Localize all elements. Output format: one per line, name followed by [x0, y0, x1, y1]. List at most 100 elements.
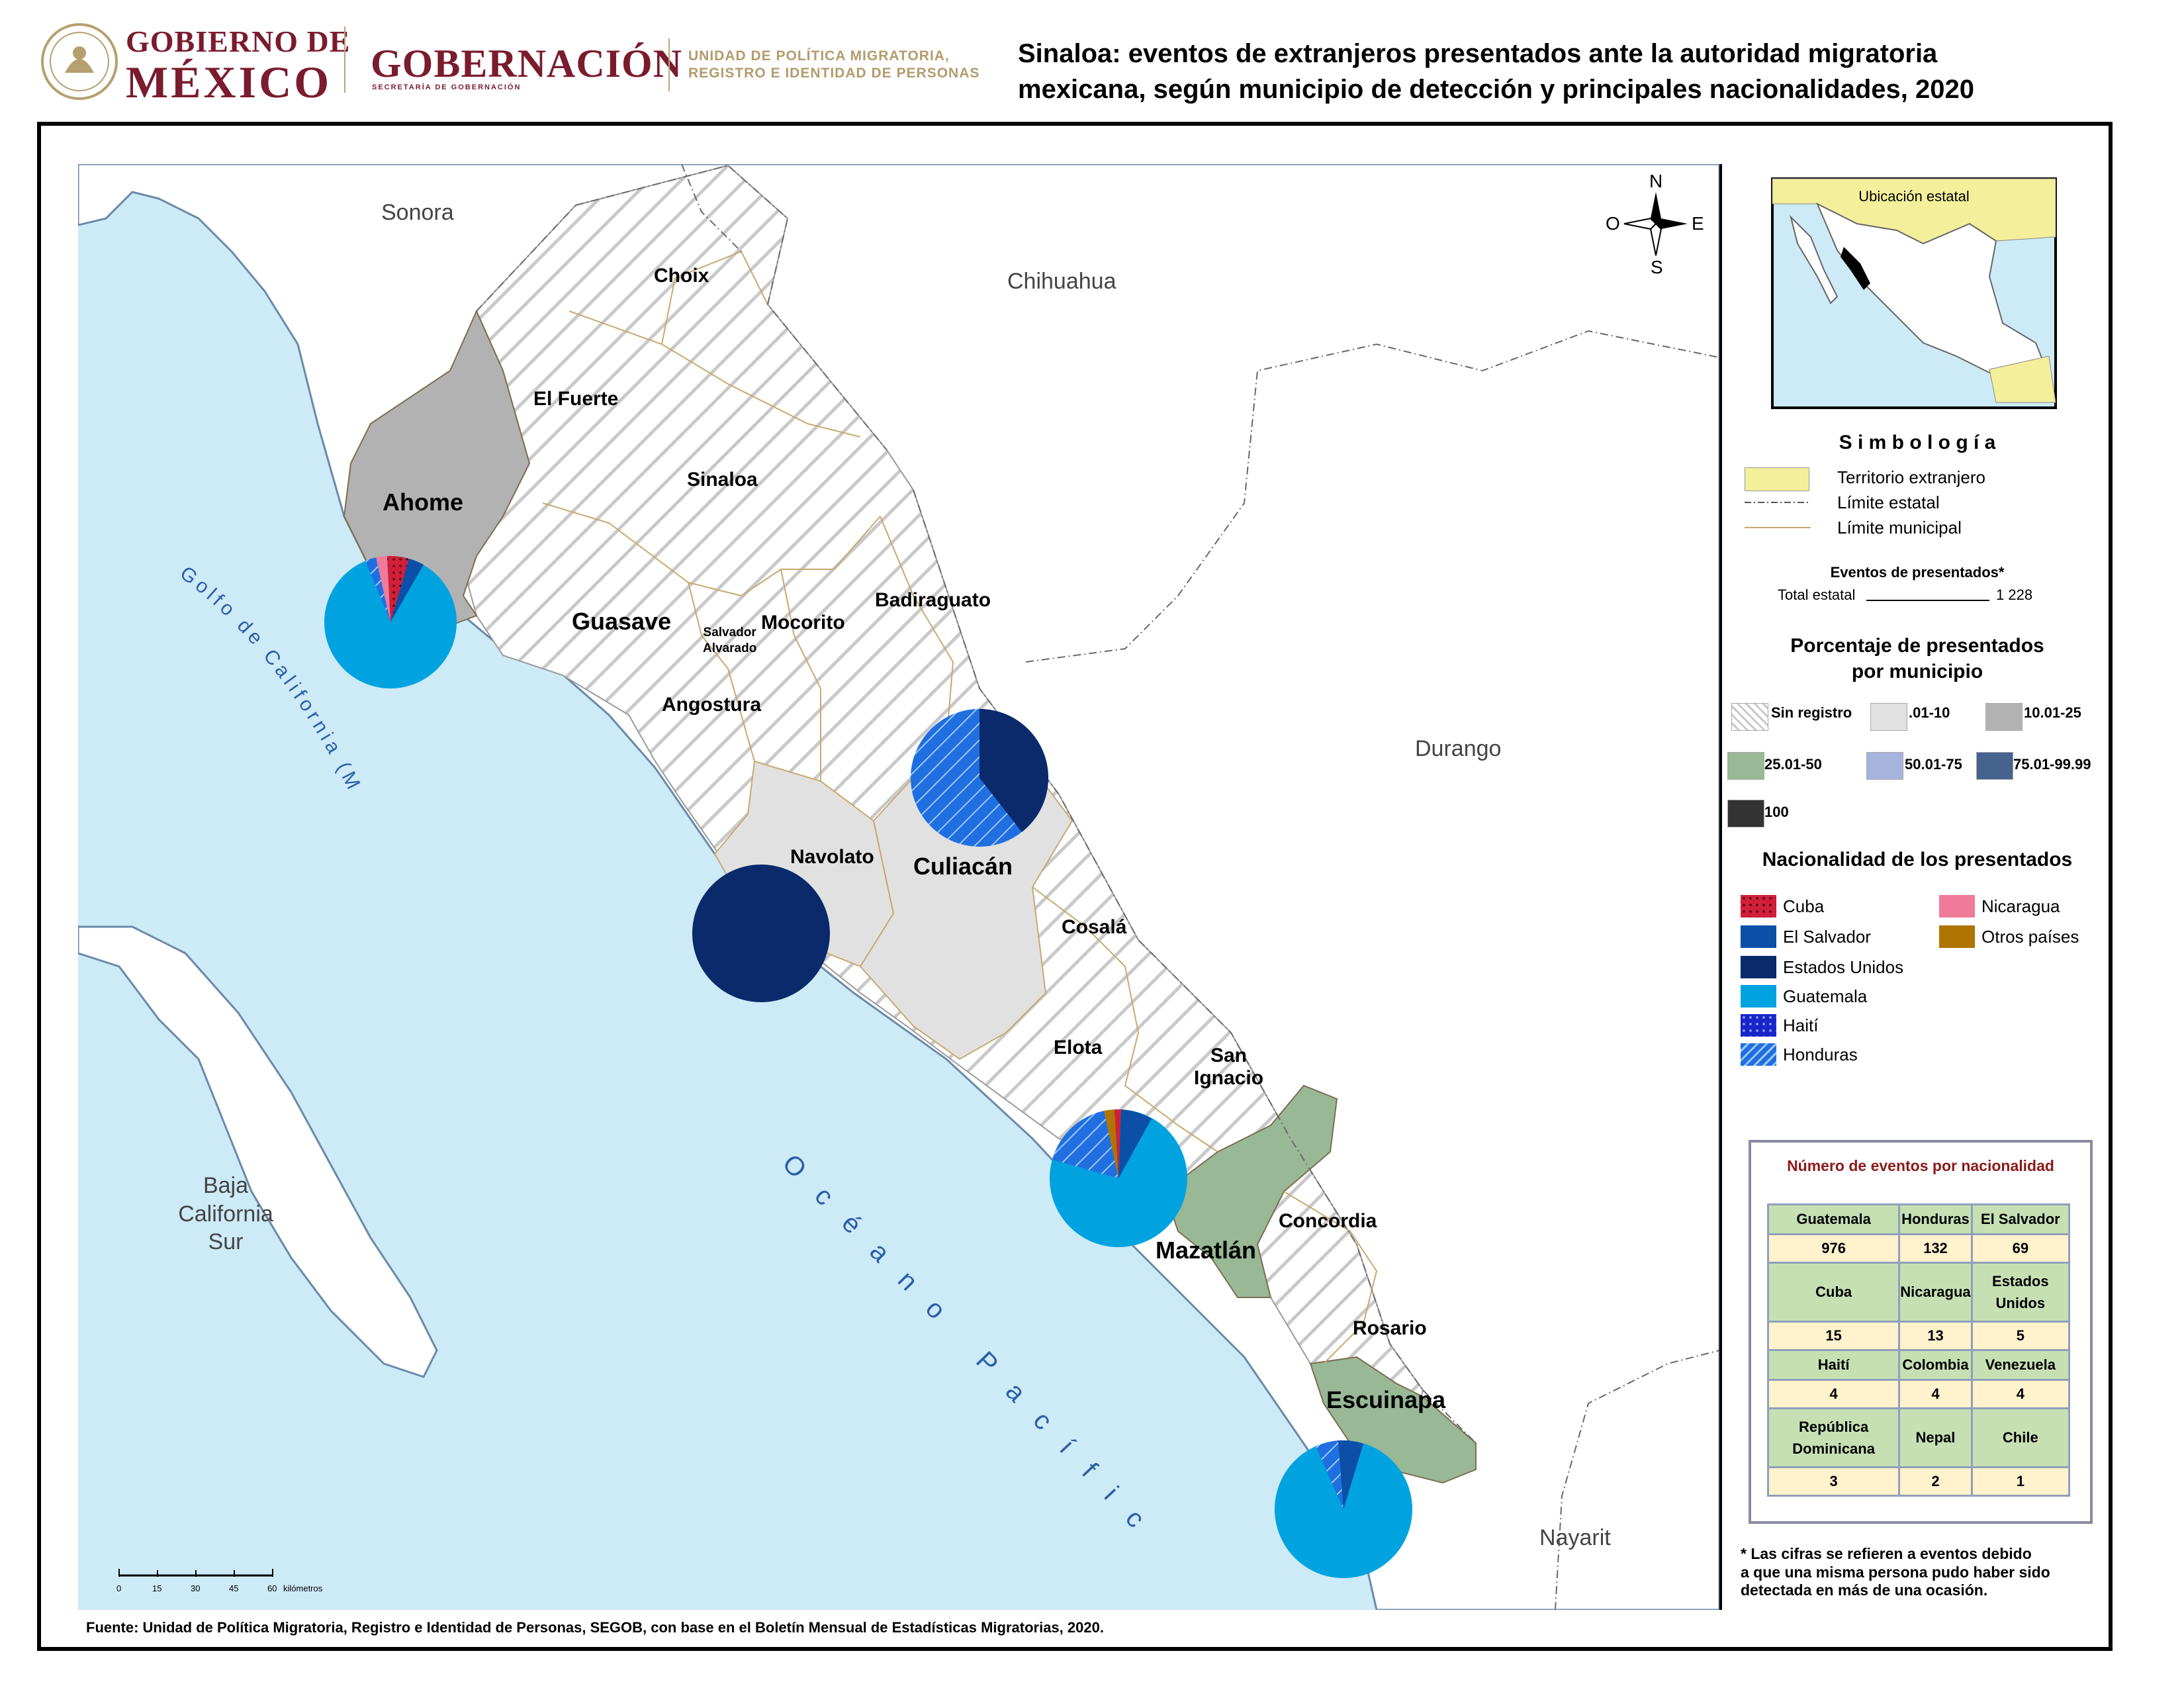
pct-swatch-0	[1731, 703, 1768, 731]
label-escuinapa: Escuinapa	[1326, 1386, 1446, 1413]
gov-line1: GOBIERNO DE	[126, 24, 351, 58]
table-row: República Dominicana Nepal Chile	[1766, 1407, 2071, 1468]
nationality-table: Guatemala Honduras El Salvador 976 132 6…	[1766, 1203, 2071, 1497]
legend-state-limit: Límite estatal	[1837, 492, 1940, 512]
pct-label-5: 75.01-99.99	[2013, 756, 2091, 773]
pct-title-2: por municipio	[1851, 661, 1983, 682]
nat-label-el-salvador: El Salvador	[1783, 927, 1871, 947]
table-value-cell: 976	[1766, 1233, 1901, 1264]
inset-sinaloa-highlight	[1841, 247, 1870, 290]
table-header-cell: Nicaragua	[1898, 1262, 1973, 1323]
label-angostura: Angostura	[662, 694, 761, 716]
table-value-cell: 3	[1766, 1466, 1901, 1497]
label-san-ignacio: San Ignacio	[1194, 1045, 1263, 1090]
table-value-cell: 5	[1970, 1321, 2071, 1351]
label-rosario: Rosario	[1353, 1317, 1427, 1339]
nat-swatch-el-salvador	[1741, 925, 1776, 948]
label-sinaloa: Sinaloa	[687, 469, 758, 491]
table-value-cell: 4	[1898, 1379, 1973, 1409]
scale-unit: kilómetros	[283, 1583, 323, 1593]
table-value-cell: 2	[1898, 1466, 1973, 1497]
nat-label-honduras: Honduras	[1783, 1045, 1858, 1064]
events-total-label: Total estatal	[1778, 586, 1856, 603]
header-divider-2	[668, 38, 670, 91]
main-map: Golfo de California (Mar de Cortés) Océa…	[78, 164, 1719, 1610]
events-total-value: 1 228	[1996, 586, 2033, 603]
table-row: Haití Colombia Venezuela	[1766, 1349, 2071, 1381]
municipality-escuinapa	[1309, 1356, 1477, 1484]
compass-n: N	[1649, 171, 1663, 191]
label-san-ignacio-2: Ignacio	[1194, 1067, 1264, 1089]
label-culiacan: Culiacán	[913, 853, 1013, 880]
table-row: Cuba Nicaragua Estados Unidos	[1766, 1262, 2071, 1323]
label-concordia: Concordia	[1279, 1210, 1377, 1232]
header-divider	[344, 26, 345, 93]
table-header-cell: Nepal	[1898, 1407, 1973, 1468]
scale-tick-30: 30	[191, 1583, 201, 1593]
pie-culiacan	[911, 709, 1049, 847]
pct-swatch-5	[1976, 752, 2013, 780]
table-value-cell: 1	[1970, 1466, 2071, 1497]
events-title: Eventos de presentados*	[1830, 564, 2005, 581]
table-header-cell: El Salvador	[1970, 1203, 2071, 1235]
title-line1: Sinaloa: eventos de extranjeros presenta…	[1018, 39, 1938, 68]
legend-divider	[1719, 164, 1722, 1610]
unit-line2: REGISTRO E IDENTIDAD DE PERSONAS	[688, 66, 980, 81]
municipal-borders	[542, 250, 1378, 1364]
state-durango: Durango	[1415, 736, 1502, 761]
nat-label-cuba: Cuba	[1783, 896, 1825, 916]
table-row: 3 2 1	[1766, 1466, 2071, 1497]
footnote-line3: detectada en más de una ocasión.	[1741, 1581, 1988, 1599]
table-value-cell: 132	[1898, 1233, 1973, 1264]
pct-title-1: Porcentaje de presentados	[1790, 635, 2044, 657]
nationality-table-box: Número de eventos por nacionalidad Guate…	[1749, 1140, 2093, 1524]
legend-swatch-foreign	[1745, 467, 1809, 491]
table-value-cell: 4	[1766, 1379, 1901, 1409]
pct-swatch-6	[1727, 800, 1764, 827]
pct-label-2: 10.01-25	[2024, 704, 2081, 721]
table-value-cell: 69	[1970, 1233, 2071, 1264]
table-header-cell: Venezuela	[1970, 1349, 2071, 1381]
nat-swatch-nicaragua	[1939, 895, 1975, 917]
state-bcs-1: Baja	[203, 1173, 249, 1198]
state-bcs-2: California	[178, 1201, 273, 1227]
footnote: * Las cifras se refieren a eventos debid…	[1741, 1545, 2050, 1600]
compass-e: E	[1692, 213, 1704, 234]
pie-ahome	[324, 555, 457, 688]
table-header-cell: Colombia	[1898, 1349, 1973, 1381]
table-row: 15 13 5	[1766, 1321, 2071, 1351]
pct-label-1: .01-10	[1909, 704, 1950, 721]
legend-swatch-muni-limit	[1745, 527, 1811, 528]
scale-tick-45: 45	[229, 1583, 239, 1593]
nat-swatch-honduras	[1741, 1043, 1776, 1066]
table-row: 976 132 69	[1766, 1233, 2071, 1264]
footnote-line1: * Las cifras se refieren a eventos debid…	[1741, 1545, 2032, 1562]
title-line2: mexicana, según municipio de detección y…	[1018, 75, 1974, 104]
label-guasave: Guasave	[572, 608, 672, 635]
label-choix: Choix	[654, 265, 709, 287]
label-navolato: Navolato	[790, 846, 874, 868]
scale-tick-60: 60	[267, 1583, 277, 1593]
table-value-cell: 15	[1766, 1321, 1901, 1351]
table-header-cell: Chile	[1970, 1407, 2071, 1468]
legend-foreign: Territorio extranjero	[1837, 467, 1985, 487]
label-salvador-alvarado: Salvador Alvarado	[703, 625, 756, 657]
label-san-ignacio-1: San	[1210, 1045, 1248, 1066]
table-header-cell: Cuba	[1766, 1262, 1901, 1323]
table-header-cell: Honduras	[1898, 1203, 1973, 1235]
table-header-cell: República Dominicana	[1766, 1407, 1901, 1468]
footnote-line2: a que una misma persona pudo haber sido	[1741, 1563, 2050, 1581]
table-row: Guatemala Honduras El Salvador	[1766, 1203, 2071, 1235]
compass-s: S	[1651, 257, 1663, 277]
label-salvador-2: Alvarado	[703, 641, 757, 655]
label-mocorito: Mocorito	[761, 612, 845, 633]
table-header-cell: Estados Unidos	[1970, 1262, 2071, 1323]
label-el-fuerte: El Fuerte	[533, 388, 619, 410]
events-total-line	[1866, 600, 1989, 601]
unit-name: UNIDAD DE POLÍTICA MIGRATORIA, REGISTRO …	[688, 48, 979, 83]
legend-title: S i m b o l o g í a	[1839, 432, 1996, 453]
gov-line2: MÉXICO	[126, 57, 332, 107]
table-row: 4 4 4	[1766, 1379, 2071, 1409]
state-nayarit: Nayarit	[1539, 1525, 1611, 1550]
state-bcs: Baja California Sur	[169, 1172, 282, 1256]
